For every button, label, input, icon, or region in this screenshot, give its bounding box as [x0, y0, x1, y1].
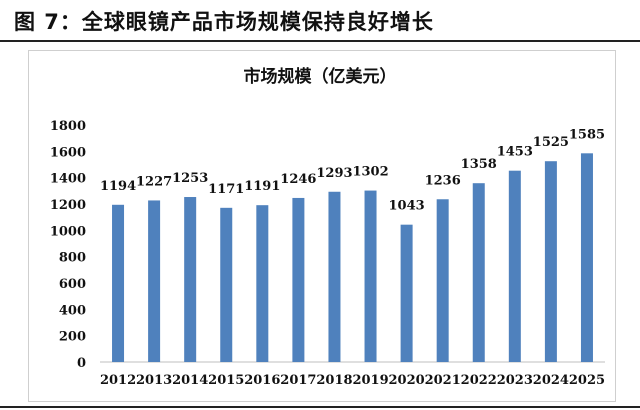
y-tick-label: 0: [77, 356, 86, 371]
y-axis: 0 200 400 600 800 1000 1200 1400 1600 1800: [50, 119, 86, 371]
figure-title: 图 7：全球眼镜产品市场规模保持良好增长: [14, 10, 434, 34]
y-tick-label: 400: [59, 303, 86, 318]
y-tick-label: 1000: [50, 224, 86, 239]
y-tick-label: 1200: [50, 198, 86, 213]
y-tick-label: 600: [59, 277, 86, 292]
data-label: 1358: [461, 157, 497, 172]
bar: [544, 161, 557, 362]
data-label: 1171: [208, 182, 244, 197]
x-tick-label: 2024: [533, 373, 569, 388]
bar: [112, 204, 125, 362]
x-tick-label: 2025: [569, 373, 605, 388]
data-label: 1253: [172, 171, 208, 186]
data-label: 1293: [316, 166, 352, 181]
bar: [364, 190, 377, 362]
data-label: 1236: [425, 173, 461, 188]
bar: [436, 199, 449, 362]
x-tick-label: 2020: [389, 373, 425, 388]
bar: [472, 183, 485, 362]
bar: [400, 224, 413, 362]
bar: [148, 200, 161, 362]
bar-series: [112, 153, 593, 362]
data-label: 1194: [100, 179, 136, 194]
bar: [580, 153, 593, 362]
y-tick-label: 1800: [50, 119, 86, 134]
bar: [508, 170, 521, 362]
data-label: 1246: [280, 172, 316, 187]
bar: [292, 197, 305, 362]
y-tick-label: 200: [59, 330, 86, 345]
x-tick-label: 2018: [316, 373, 352, 388]
bottom-rule: [0, 406, 640, 408]
y-tick-label: 1600: [50, 145, 86, 160]
x-tick-label: 2012: [100, 373, 136, 388]
x-tick-label: 2019: [352, 373, 388, 388]
y-tick-label: 1400: [50, 172, 86, 187]
y-tick-label: 800: [59, 251, 86, 266]
x-tick-label: 2015: [208, 373, 244, 388]
data-label: 1191: [244, 179, 280, 194]
x-tick-label: 2014: [172, 373, 208, 388]
data-label: 1227: [136, 174, 172, 189]
data-label: 1302: [352, 165, 388, 180]
bar: [328, 191, 341, 362]
data-label: 1585: [569, 127, 605, 142]
data-label: 1525: [533, 135, 569, 150]
x-tick-label: 2016: [244, 373, 280, 388]
x-tick-label: 2023: [497, 373, 533, 388]
bar: [256, 205, 269, 362]
x-tick-label: 2021: [425, 373, 461, 388]
x-axis: 2012 2013 2014 2015 2016 2017 2018 2019 2020 2021…: [100, 361, 605, 388]
x-tick-label: 2013: [136, 373, 172, 388]
data-label: 1453: [497, 145, 533, 160]
x-tick-label: 2017: [280, 373, 316, 388]
bar: [184, 197, 197, 362]
x-tick-label: 2022: [461, 373, 497, 388]
top-rule: [0, 40, 640, 42]
data-label: 1043: [389, 199, 425, 214]
chart-title: 市场规模（亿美元）: [244, 66, 397, 87]
bar: [220, 207, 233, 362]
